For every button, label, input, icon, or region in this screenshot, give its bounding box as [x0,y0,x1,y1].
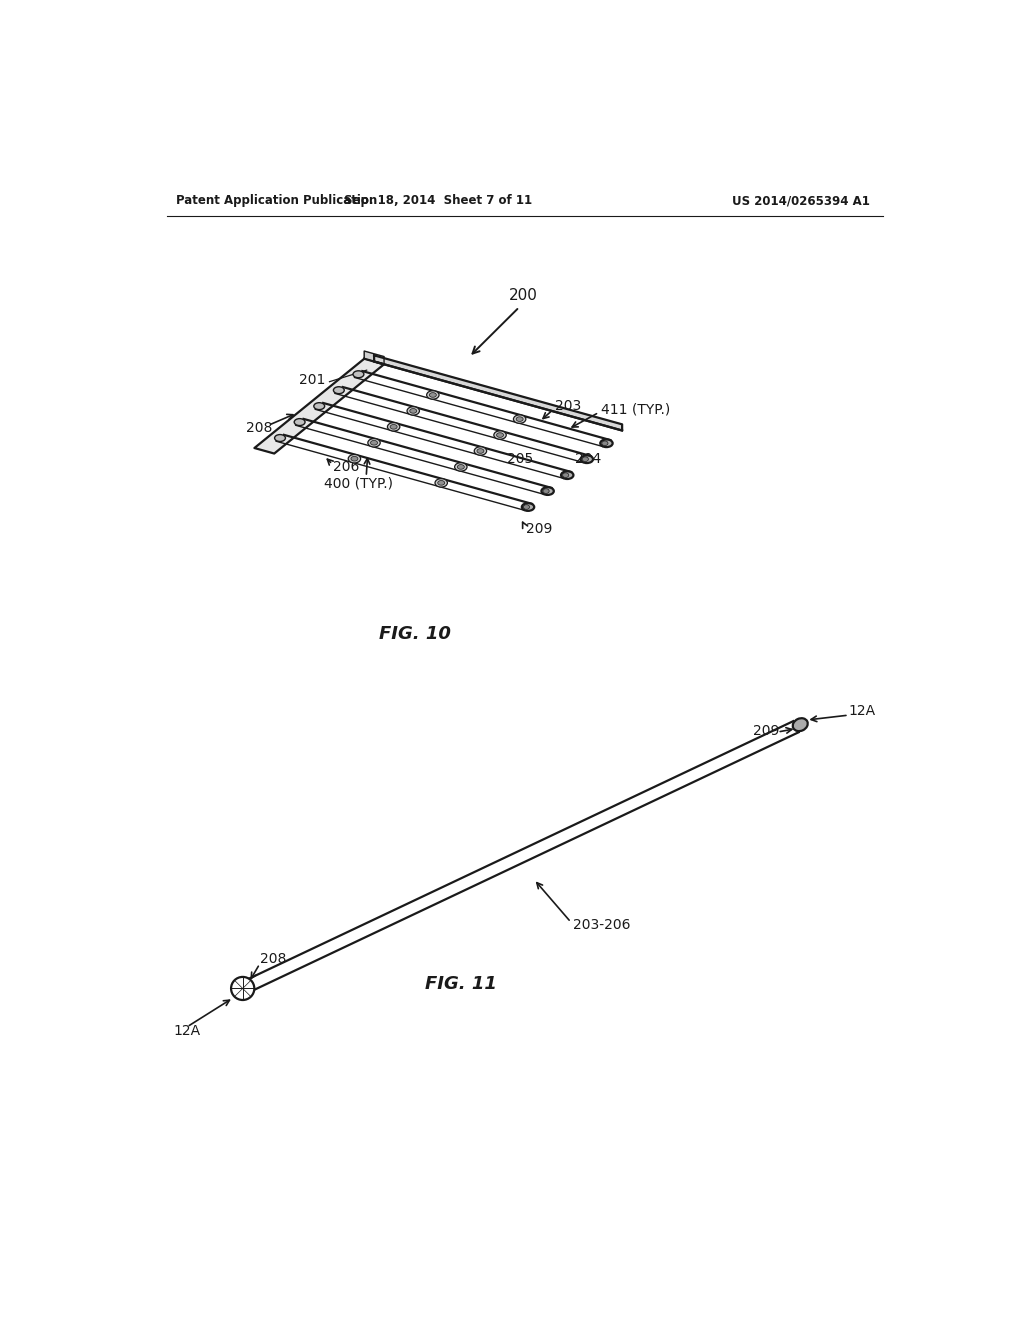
Text: 201: 201 [299,374,326,387]
Ellipse shape [522,503,535,511]
Ellipse shape [351,457,358,461]
Ellipse shape [429,392,436,397]
Ellipse shape [390,425,397,429]
Ellipse shape [516,417,523,421]
Ellipse shape [474,446,486,455]
Text: FIG. 11: FIG. 11 [425,975,498,993]
Ellipse shape [581,455,593,463]
Text: 204: 204 [574,451,601,466]
Circle shape [231,977,254,1001]
Text: 208: 208 [246,421,272,436]
Text: 200: 200 [509,288,538,304]
Ellipse shape [494,430,506,440]
Ellipse shape [410,409,417,413]
Ellipse shape [371,441,378,445]
Ellipse shape [561,471,573,479]
Polygon shape [374,355,623,430]
Ellipse shape [348,454,360,463]
Ellipse shape [602,441,608,446]
Ellipse shape [600,440,612,447]
Ellipse shape [497,433,504,437]
Text: Sep. 18, 2014  Sheet 7 of 11: Sep. 18, 2014 Sheet 7 of 11 [344,194,532,207]
Ellipse shape [274,434,286,441]
Text: FIG. 10: FIG. 10 [379,626,451,643]
Ellipse shape [543,488,549,494]
Ellipse shape [458,465,464,469]
Text: 400 (TYP.): 400 (TYP.) [324,477,393,491]
Ellipse shape [583,457,589,462]
Ellipse shape [477,449,484,453]
Ellipse shape [313,403,325,409]
Ellipse shape [793,718,808,731]
Ellipse shape [368,438,380,447]
Text: 205: 205 [508,451,534,466]
Ellipse shape [542,487,554,495]
Ellipse shape [387,422,399,432]
Ellipse shape [294,418,305,425]
Ellipse shape [435,479,447,487]
Text: 12A: 12A [849,705,876,718]
Ellipse shape [513,414,526,424]
Ellipse shape [455,463,467,471]
Text: 206: 206 [334,459,359,474]
Text: 209: 209 [526,521,552,536]
Ellipse shape [407,407,420,416]
Ellipse shape [353,371,364,378]
Ellipse shape [437,480,444,486]
Ellipse shape [562,473,568,478]
Text: 208: 208 [260,952,286,966]
Text: 411 (TYP.): 411 (TYP.) [600,403,670,416]
Text: 203-206: 203-206 [572,919,630,932]
Text: 209: 209 [753,723,779,738]
Text: 12A: 12A [173,1024,200,1038]
Polygon shape [365,351,384,364]
Polygon shape [254,359,384,454]
Ellipse shape [334,387,344,393]
Text: 203: 203 [555,399,582,413]
Text: Patent Application Publication: Patent Application Publication [176,194,377,207]
Ellipse shape [523,504,529,510]
Ellipse shape [427,391,439,399]
Text: US 2014/0265394 A1: US 2014/0265394 A1 [732,194,870,207]
